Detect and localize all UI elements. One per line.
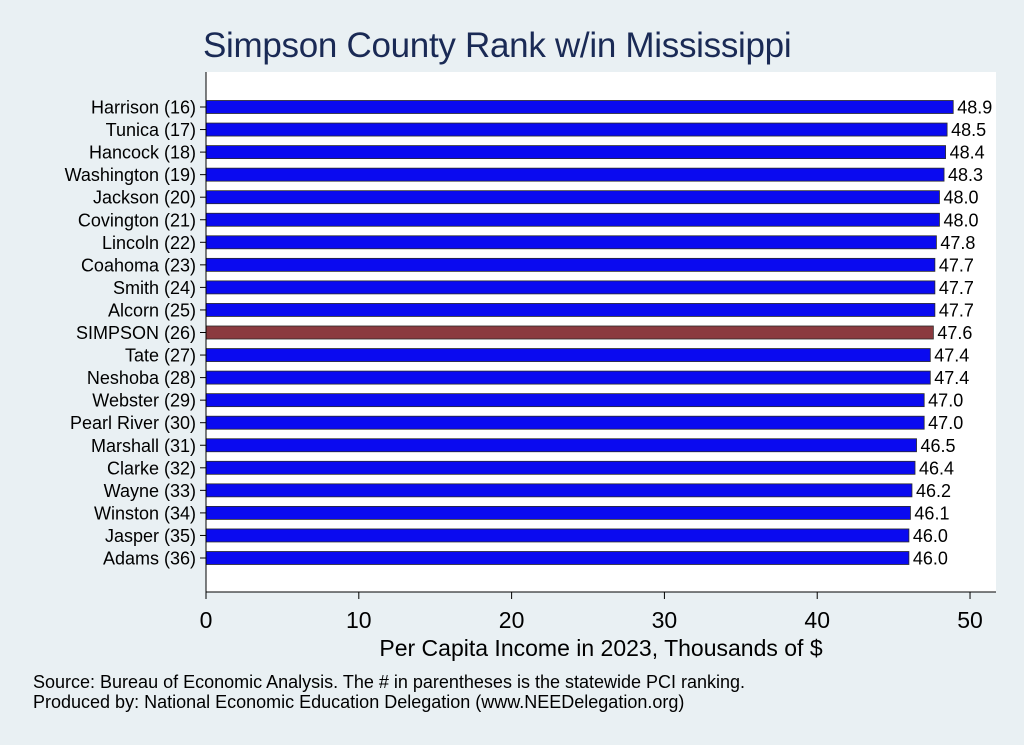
category-label: Smith (24) [113, 278, 196, 298]
bar [205, 257, 936, 272]
category-label: Tate (27) [125, 346, 196, 366]
category-label: Pearl River (30) [70, 413, 196, 433]
category-label: Wayne (33) [104, 481, 196, 501]
category-label: Marshall (31) [91, 436, 196, 456]
bar [205, 438, 917, 453]
category-label: Adams (36) [103, 549, 196, 569]
x-tick-label: 30 [652, 607, 678, 633]
category-label: Winston (34) [94, 503, 196, 523]
value-label: 47.0 [928, 413, 963, 433]
value-label: 46.1 [914, 503, 949, 523]
category-label: Coahoma (23) [81, 255, 196, 275]
value-label: 46.0 [913, 549, 948, 569]
value-label: 48.4 [950, 143, 985, 163]
value-label: 46.4 [919, 458, 954, 478]
category-label: Lincoln (22) [102, 233, 196, 253]
bar [205, 303, 936, 317]
bar [205, 483, 913, 498]
category-label: Harrison (16) [91, 98, 196, 118]
value-label: 47.4 [934, 368, 969, 388]
x-tick-label: 0 [200, 607, 213, 633]
category-label: Jasper (35) [105, 526, 196, 546]
category-labels-group: Harrison (16)Tunica (17) Hancock (18)Wash… [65, 98, 196, 569]
value-labels-group: 48.948.548.448.348.048.047.847.747.747.7… [913, 98, 992, 569]
x-ticks-group: 0 10 20 30 40 50 [200, 106, 983, 633]
bar [205, 212, 940, 227]
producer-note: Produced by: National Economic Education… [33, 692, 685, 712]
source-note: Source: Bureau of Economic Analysis. The… [33, 672, 746, 692]
bar [205, 528, 910, 543]
value-label: 48.3 [948, 165, 983, 185]
category-label: Washington (19) [65, 165, 196, 185]
bar [205, 190, 940, 205]
bar [205, 235, 937, 250]
bar [205, 167, 945, 182]
category-label: Alcorn (25) [108, 300, 196, 320]
category-label: Covington (21) [78, 210, 196, 230]
value-label: 47.4 [934, 346, 969, 366]
x-tick-label: 10 [346, 607, 372, 633]
bars-group [205, 100, 954, 565]
value-label: 47.7 [939, 255, 974, 275]
value-label: 48.0 [943, 210, 978, 230]
bar [205, 460, 916, 475]
bar [205, 551, 910, 565]
bar [205, 415, 925, 430]
x-tick-label: 50 [957, 607, 983, 633]
category-label: Tunica (17) [106, 120, 196, 140]
value-label: 46.5 [921, 436, 956, 456]
bar [205, 393, 925, 408]
x-tick-label: 40 [804, 607, 830, 633]
value-label: 47.0 [928, 391, 963, 411]
bar [205, 100, 954, 114]
category-label: Clarke (32) [107, 458, 196, 478]
value-label: 48.9 [957, 98, 992, 118]
category-label: SIMPSON (26) [76, 323, 196, 343]
bar [205, 348, 931, 362]
bar [205, 325, 934, 340]
category-label: Jackson (20) [93, 188, 196, 208]
category-label: Neshoba (28) [87, 368, 196, 388]
category-label: Webster (29) [92, 391, 196, 411]
bar [205, 280, 936, 295]
x-axis-label: Per Capita Income in 2023, Thousands of … [379, 635, 822, 661]
value-label: 48.5 [951, 120, 986, 140]
x-tick-label: 20 [499, 607, 525, 633]
bar [205, 505, 911, 520]
bar [205, 145, 946, 160]
value-label: 46.2 [916, 481, 951, 501]
value-label: 47.6 [937, 323, 972, 343]
value-label: 47.7 [939, 278, 974, 298]
value-label: 46.0 [913, 526, 948, 546]
value-label: 48.0 [943, 188, 978, 208]
value-label: 47.7 [939, 300, 974, 320]
bar [205, 370, 931, 385]
chart-title: Simpson County Rank w/in Mississippi [203, 26, 792, 65]
bar [205, 122, 948, 137]
category-label: Hancock (18) [89, 143, 196, 163]
value-label: 47.8 [940, 233, 975, 253]
